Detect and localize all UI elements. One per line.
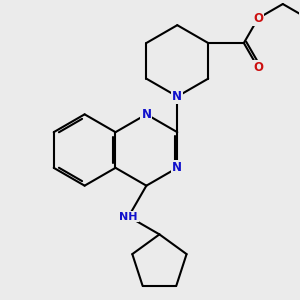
Text: N: N	[141, 108, 152, 121]
Text: O: O	[253, 12, 263, 25]
Text: O: O	[253, 61, 263, 74]
Text: NH: NH	[119, 212, 138, 222]
Text: N: N	[172, 90, 182, 103]
Text: N: N	[172, 161, 182, 174]
